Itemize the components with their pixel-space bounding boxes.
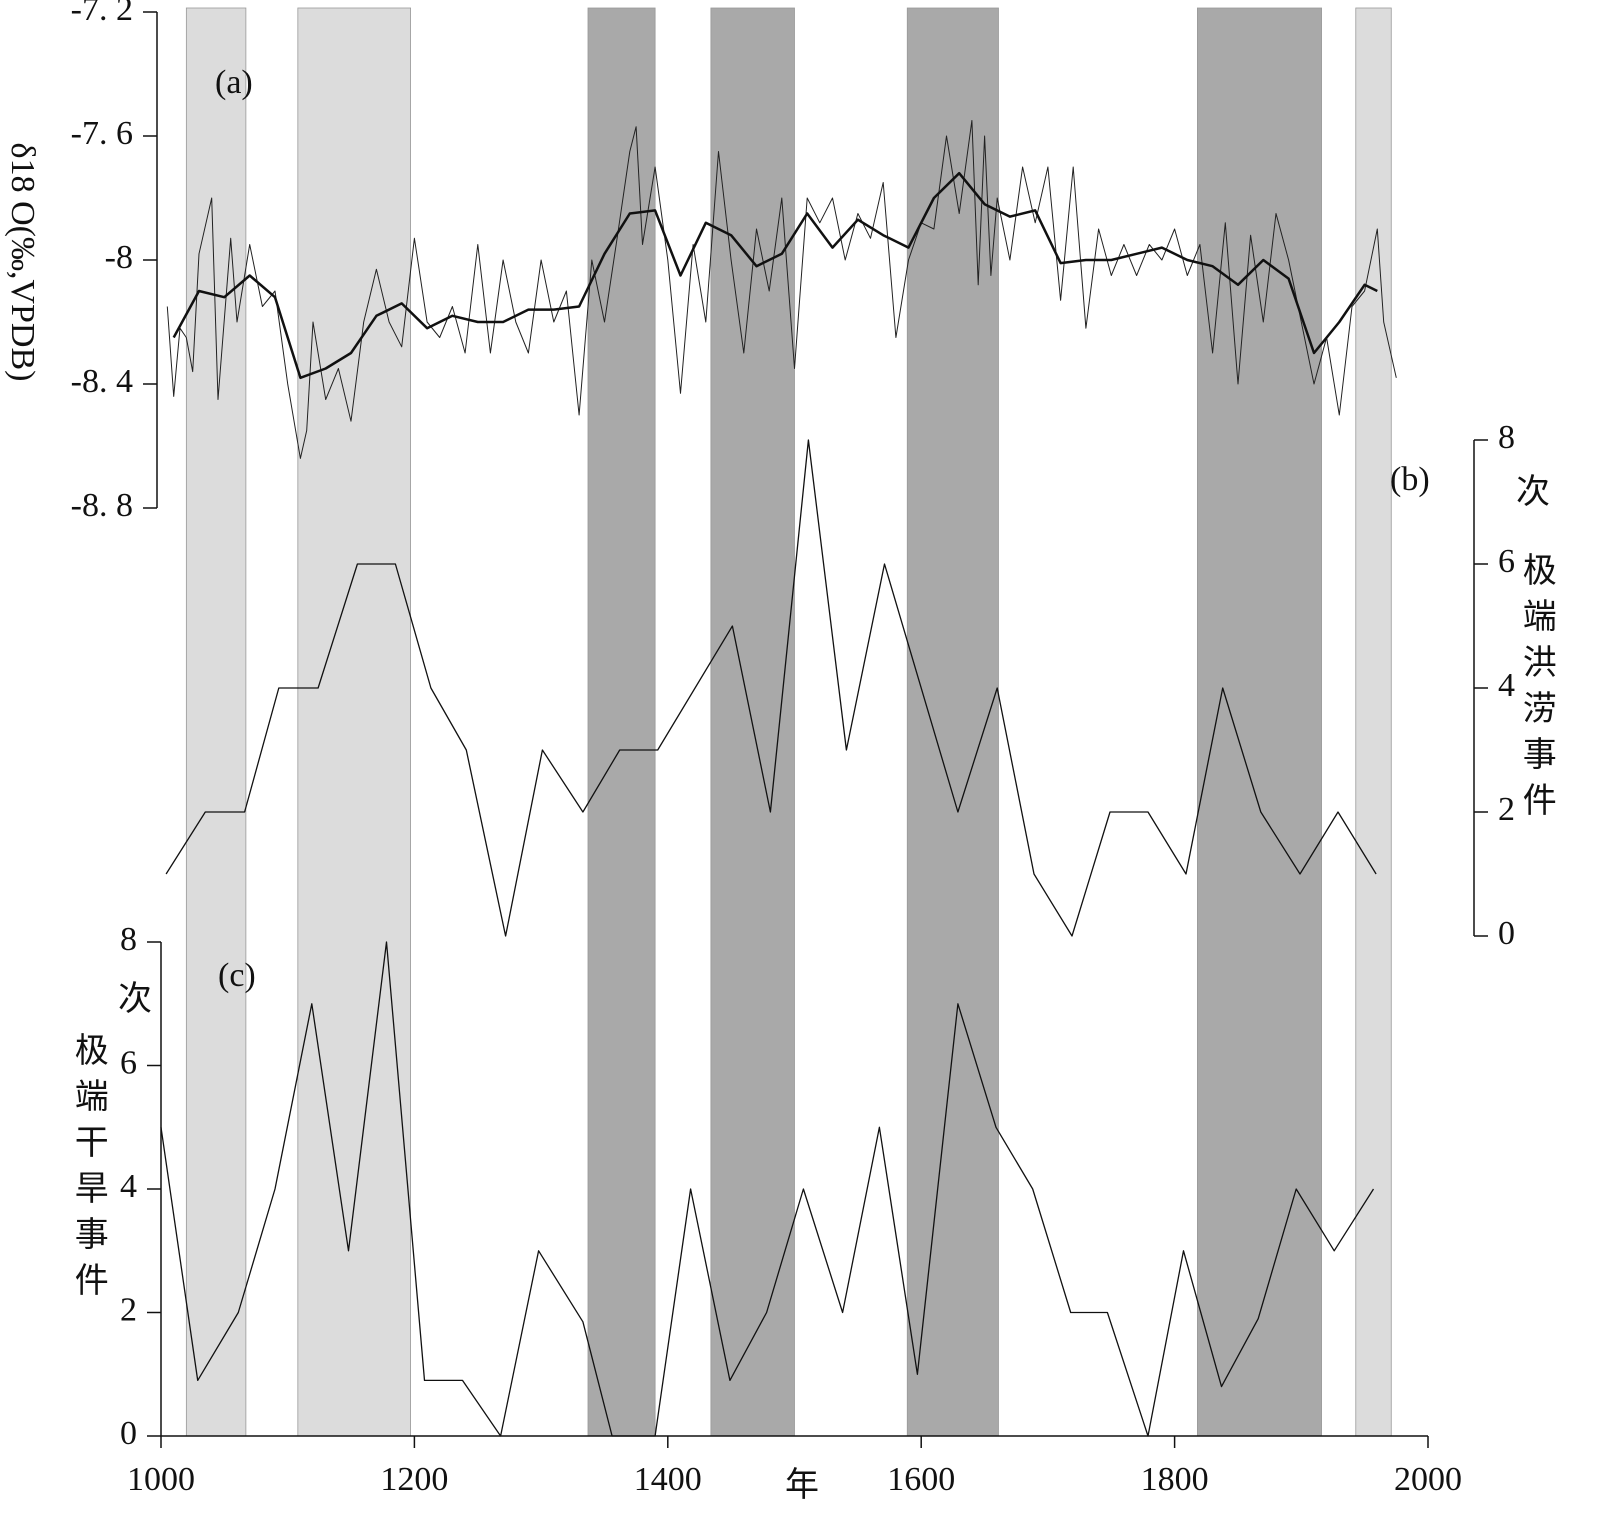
y-tick-label: 6 [1498, 543, 1515, 580]
y-axis-label: 极端干旱事件 [69, 1032, 107, 1308]
shaded-periods [185, 7, 1392, 1437]
y-tick-label: 8 [120, 921, 137, 958]
y-axis-label: δ18 O(‰,VPDB) [4, 143, 41, 382]
data-line [166, 120, 1397, 459]
y-tick-label: -8 [105, 239, 133, 276]
shaded-period [710, 7, 795, 1437]
panel-label: (c) [218, 957, 256, 994]
y-tick-label: 2 [120, 1291, 137, 1328]
y-tick-label: 6 [120, 1044, 137, 1081]
x-tick-label: 1000 [127, 1461, 195, 1498]
y-unit: 次 [118, 980, 152, 1018]
x-tick-label: 2000 [1394, 1461, 1462, 1498]
x-tick-label: 1200 [380, 1461, 448, 1498]
y-tick-label: 4 [1498, 667, 1515, 704]
shaded-period [587, 7, 656, 1437]
shaded-period [906, 7, 999, 1437]
y-tick-label: -8. 4 [71, 363, 133, 400]
y-tick-label: -7. 6 [71, 115, 133, 152]
y-unit: 次 [1516, 473, 1550, 511]
y-axis-label: 极端洪涝事件 [1517, 552, 1555, 828]
shaded-period [1355, 7, 1392, 1437]
panel-label: (a) [215, 64, 253, 101]
y-tick-label: 0 [120, 1415, 137, 1452]
data-line [165, 439, 1377, 937]
shaded-period [1197, 7, 1322, 1437]
y-tick-label: 4 [120, 1168, 137, 1205]
shaded-period [297, 7, 411, 1437]
shaded-period [185, 7, 247, 1437]
x-tick-label: 1800 [1141, 1461, 1209, 1498]
x-tick-label: 1600 [887, 1461, 955, 1498]
y-tick-label: 0 [1498, 915, 1515, 952]
y-tick-label: -8. 8 [71, 487, 133, 524]
data-line [172, 171, 1378, 380]
panel-label: (b) [1390, 461, 1430, 498]
y-tick-label: -7. 2 [71, 0, 133, 28]
x-tick-label: 1400 [634, 1461, 702, 1498]
data-line [160, 941, 1375, 1437]
y-tick-label: 2 [1498, 791, 1515, 828]
x-axis-label: 年 [785, 1466, 819, 1504]
y-tick-label: 8 [1498, 419, 1515, 456]
